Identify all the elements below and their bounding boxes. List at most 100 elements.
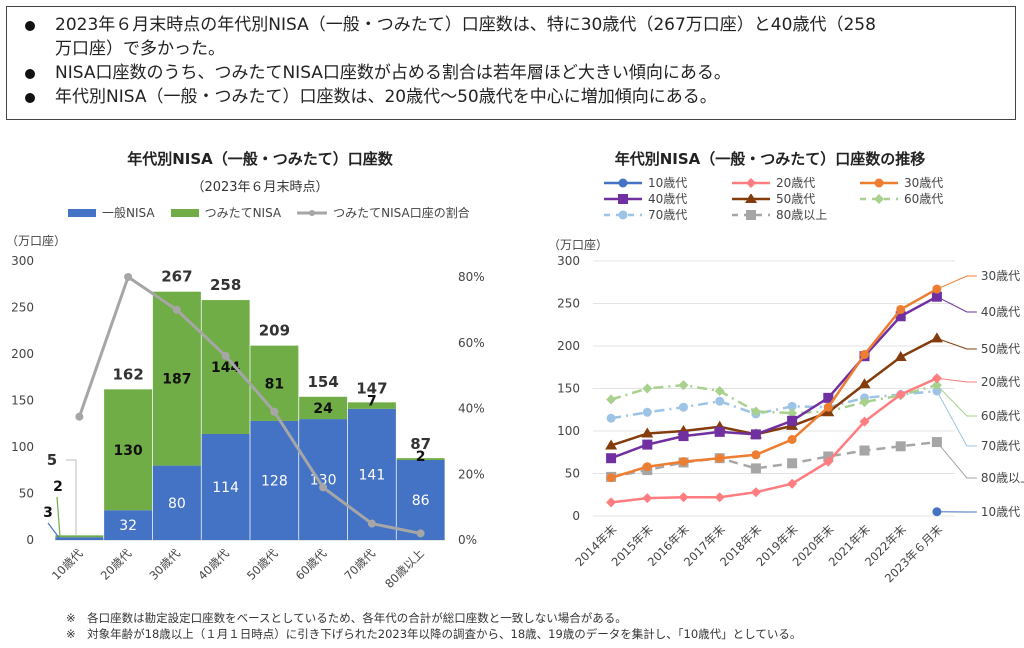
ratio-point xyxy=(270,407,279,416)
bar-chart-legend: 一般NISA つみたてNISA つみたてNISA口座の割合 xyxy=(68,204,470,221)
bar-total-label: 5 xyxy=(47,451,57,469)
footnote-1: ※ 各口座数は勘定設定口座数をベースとしているため、各年代の合計が総口座数と一致… xyxy=(66,611,627,625)
series-point xyxy=(605,439,618,450)
bar-tsumitate xyxy=(347,402,396,409)
series-point xyxy=(606,394,617,405)
bar-general xyxy=(201,433,250,540)
leader-line xyxy=(936,296,977,313)
legend-item: 20歳代 xyxy=(732,174,815,191)
legend-item: 40歳代 xyxy=(604,190,687,207)
bar-general xyxy=(152,465,201,540)
bar-tsumitate-label: 24 xyxy=(313,401,333,417)
legend-swatch-ratio xyxy=(297,209,328,216)
series-point xyxy=(714,426,725,437)
bar-tsumitate-label: 187 xyxy=(162,372,191,388)
series-point xyxy=(787,435,797,444)
legend-item: 80歳以上 xyxy=(732,206,827,223)
callout-line xyxy=(56,496,61,538)
y-tick-label: 0 xyxy=(572,509,580,523)
bar-general xyxy=(347,408,396,540)
x-tick-label: 20歳代 xyxy=(98,546,135,583)
legend-item: 50歳代 xyxy=(732,190,815,207)
leader-line xyxy=(936,275,977,290)
y-tick-label: 200 xyxy=(557,339,580,353)
end-label: 70歳代 xyxy=(981,439,1020,453)
legend-item: 10歳代 xyxy=(604,174,687,191)
series-point xyxy=(858,378,871,389)
legend-label: 10歳代 xyxy=(648,176,688,190)
summary-bullet-1-cont: 万口座）で多かった。 xyxy=(21,37,1005,61)
series-point xyxy=(930,332,943,343)
bar-tsumitate xyxy=(201,300,250,434)
y-tick-label: 250 xyxy=(557,297,580,311)
y-tick-label: 50 xyxy=(19,487,34,501)
series-point xyxy=(641,427,654,438)
y2-tick-label: 60% xyxy=(458,336,485,350)
bar-general-label: 128 xyxy=(261,473,288,489)
legend-label: 40歳代 xyxy=(648,192,688,206)
end-label: 50歳代 xyxy=(981,342,1020,356)
series-point xyxy=(715,396,725,406)
bar-general xyxy=(55,537,104,540)
bar-tsumitate xyxy=(55,535,104,538)
ratio-point xyxy=(221,351,230,360)
bar-general-label: 80 xyxy=(168,496,186,512)
series-point xyxy=(787,401,797,411)
legend-swatch xyxy=(732,193,770,203)
series-point xyxy=(714,492,725,503)
y2-tick-label: 40% xyxy=(458,402,485,416)
x-tick-label: 10歳代 xyxy=(49,546,86,583)
summary-bullet-1: 2023年６月末時点の年代別NISA（一般・つみたて）口座数は、特に30歳代（2… xyxy=(21,13,1005,37)
y-tick-label: 100 xyxy=(557,424,580,438)
legend-swatch xyxy=(604,193,642,204)
end-label: 40歳代 xyxy=(981,305,1020,319)
callout-line xyxy=(47,522,61,540)
series-point xyxy=(606,497,617,508)
footnote-2: ※ 対象年齢が18歳以上（１月１日時点）に引き下げられた2023年以降の調査から… xyxy=(66,627,802,641)
legend-marker xyxy=(746,209,756,220)
x-tick-label: 70歳代 xyxy=(341,546,378,583)
line-chart-unit: （万口座） xyxy=(548,238,609,252)
series-point xyxy=(642,407,652,417)
series-point xyxy=(787,458,798,469)
series-point xyxy=(679,457,688,467)
series-point xyxy=(859,397,870,408)
series-point xyxy=(642,493,653,504)
series-point xyxy=(751,450,761,460)
bar-tsumitate xyxy=(299,396,348,420)
summary-text: 年代別NISA（一般・つみたて）口座数は、20歳代～50歳代を中心に増加傾向にあ… xyxy=(55,87,717,107)
legend-item: 30歳代 xyxy=(860,174,943,191)
ratio-point xyxy=(124,273,133,281)
series-point xyxy=(715,453,725,463)
legend-swatch-tsumitate xyxy=(170,208,199,217)
leader-line xyxy=(936,441,977,479)
end-label: 30歳代 xyxy=(981,269,1020,283)
series-point xyxy=(606,453,617,464)
summary-text: 2023年６月末時点の年代別NISA（一般・つみたて）口座数は、特に30歳代（2… xyxy=(55,15,876,35)
legend-swatch xyxy=(604,210,642,219)
ratio-point xyxy=(367,519,376,528)
y-tick-label: 150 xyxy=(11,394,34,408)
series-point xyxy=(895,389,906,400)
y-tick-label: 300 xyxy=(11,254,34,268)
bar-tsumitate-label: 2 xyxy=(53,479,63,495)
bar-chart-subtitle: （2023年６月末時点） xyxy=(191,180,329,195)
bar-chart: 0 50 100 150 200 250 300 0% 20% 40% 60% 80% 10歳代 20歳代… xyxy=(11,254,485,591)
series-point xyxy=(823,402,833,412)
series-point xyxy=(750,429,761,440)
legend-label: 80歳以上 xyxy=(776,208,828,222)
legend-label: 70歳代 xyxy=(648,208,688,222)
series-point xyxy=(895,441,906,452)
bar-total-label: 209 xyxy=(259,322,290,340)
bar-chart-unit: （万口座） xyxy=(6,234,67,248)
summary-box: 2023年６月末時点の年代別NISA（一般・つみたて）口座数は、特に30歳代（2… xyxy=(6,6,1016,120)
end-label: 60歳代 xyxy=(981,409,1020,423)
legend-label: 30歳代 xyxy=(904,176,944,190)
summary-bullet-3: 年代別NISA（一般・つみたて）口座数は、20歳代～50歳代を中心に増加傾向にあ… xyxy=(21,85,1005,109)
legend-marker xyxy=(874,178,884,187)
series-point xyxy=(642,383,653,394)
series-point xyxy=(787,478,798,489)
x-tick-label: 80歳以上 xyxy=(382,546,427,591)
legend-item: 60歳代 xyxy=(860,190,943,207)
y-tick-label: 150 xyxy=(557,382,580,396)
